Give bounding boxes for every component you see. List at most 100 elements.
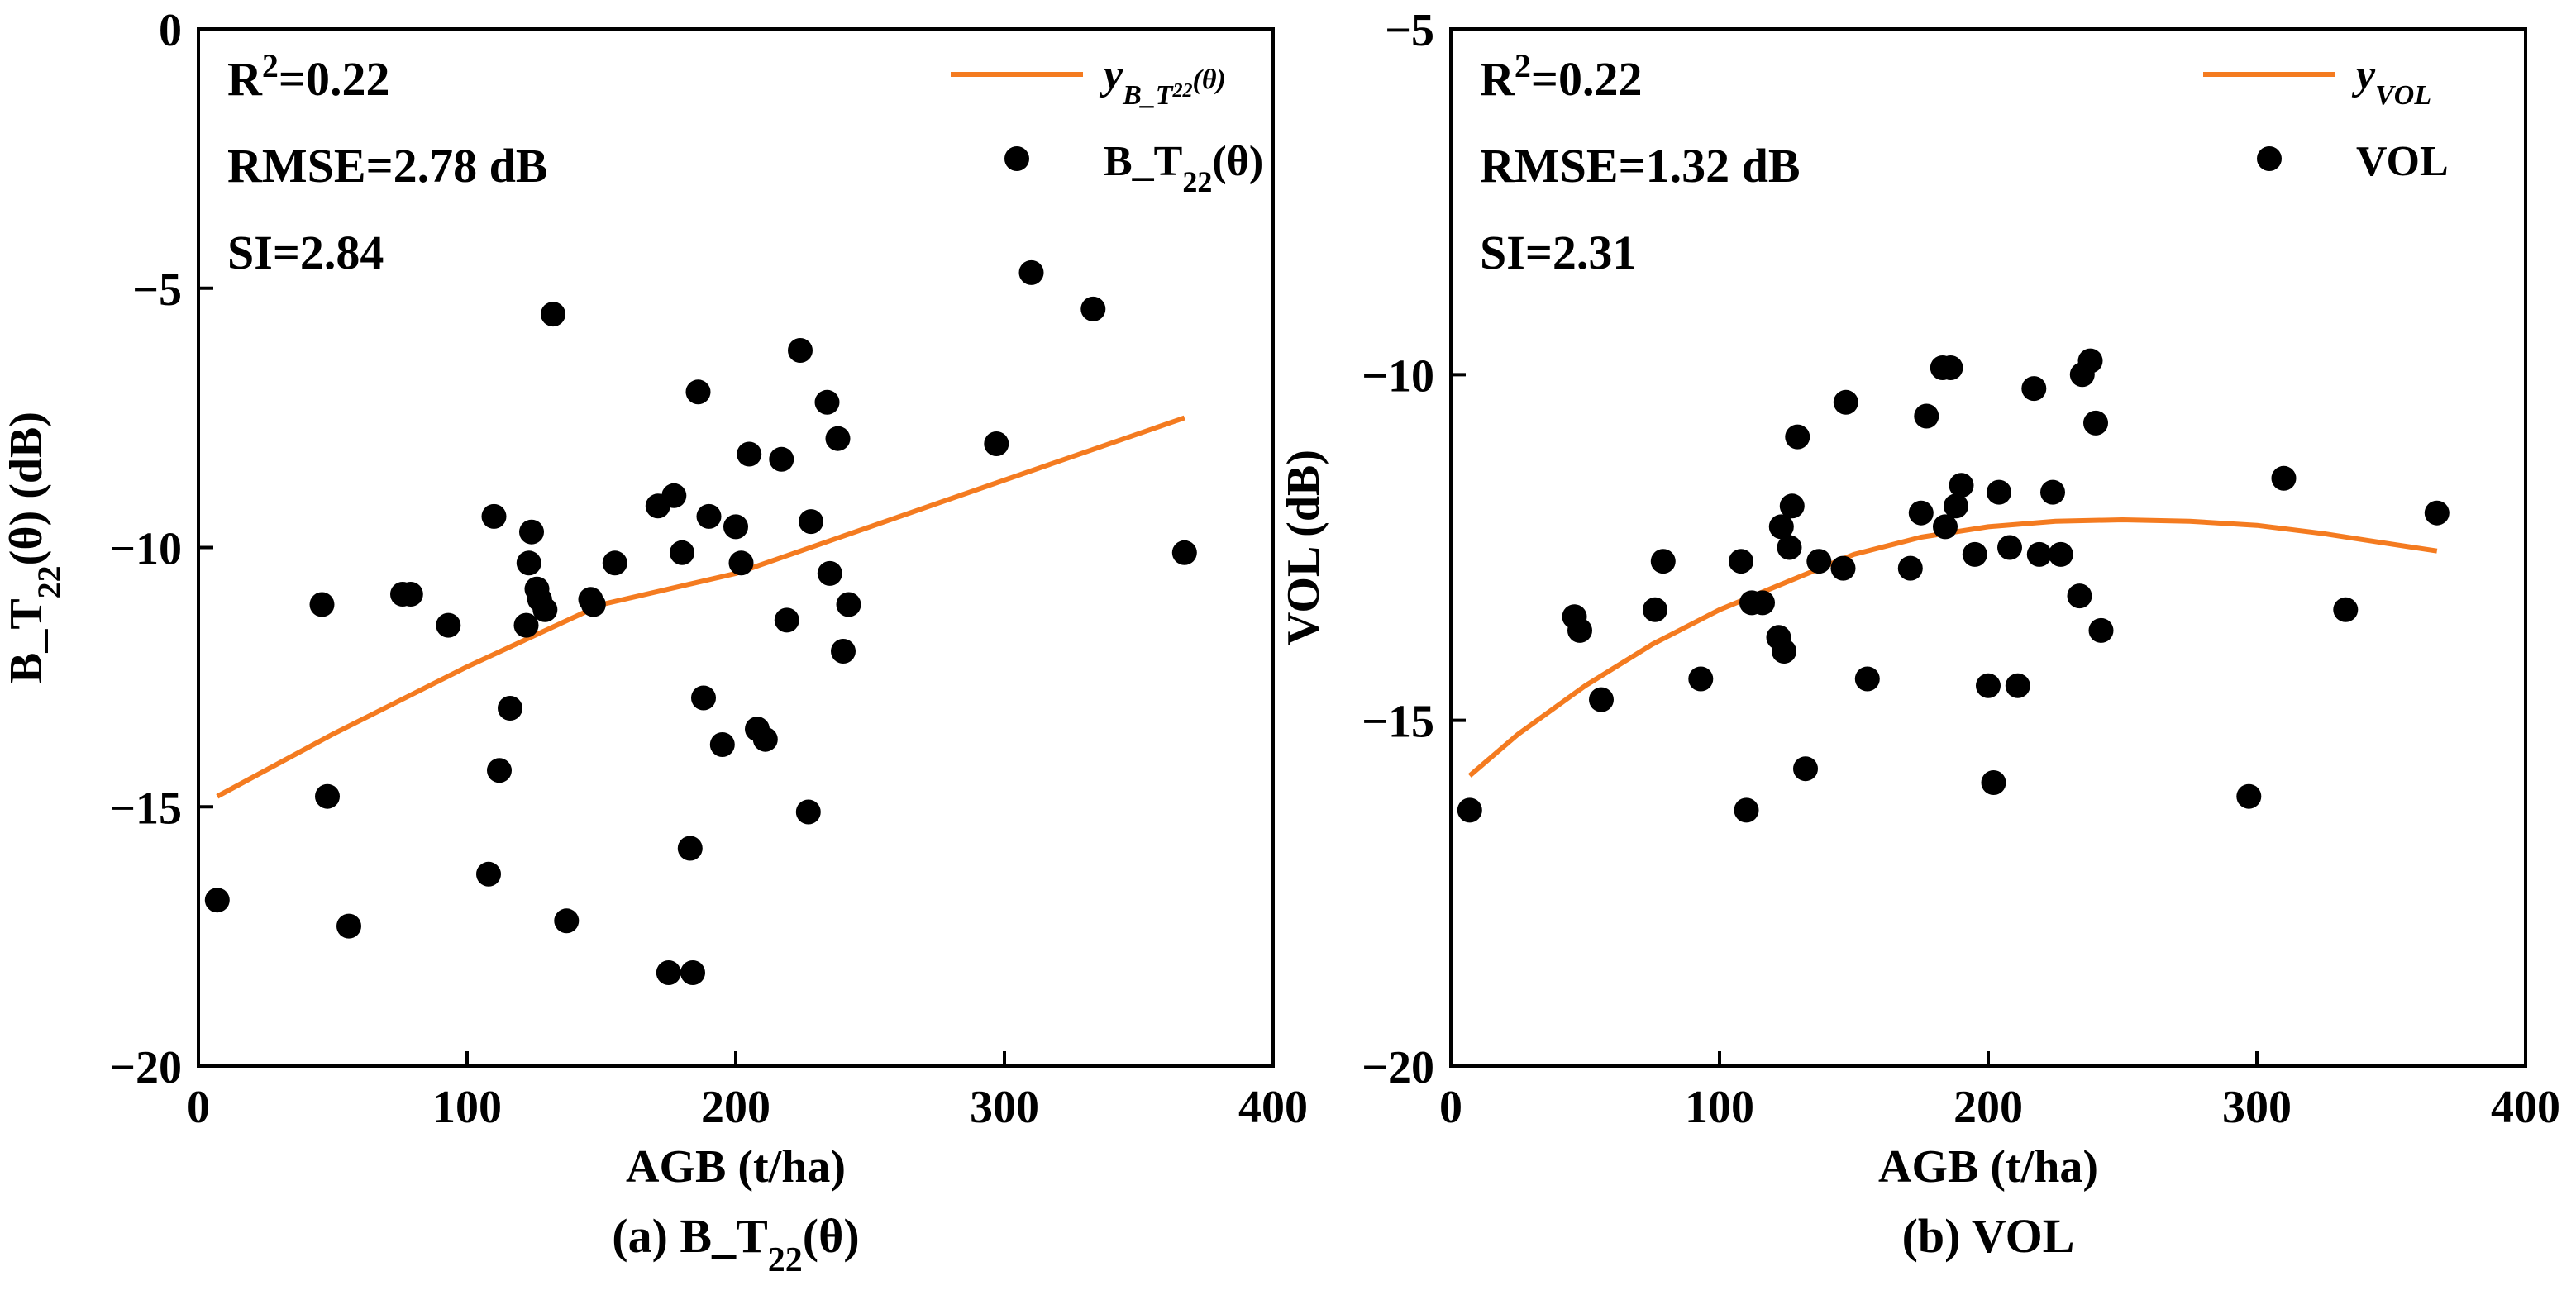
chart-a-si-label: SI=2.84 bbox=[227, 226, 384, 279]
chart-b-data-point bbox=[1779, 493, 1805, 519]
chart-b-xtick-label: 0 bbox=[1439, 1082, 1462, 1133]
chart-a-data-point bbox=[831, 639, 856, 664]
chart-b-data-point bbox=[1938, 355, 1963, 380]
chart-b-xtick-label: 100 bbox=[1685, 1082, 1754, 1133]
chart-b-data-point bbox=[2088, 617, 2114, 643]
chart-b-data-point bbox=[1962, 541, 1987, 567]
chart-b-data-point bbox=[1750, 590, 1775, 616]
chart-a-data-point bbox=[516, 550, 541, 576]
chart-b-data-point bbox=[1933, 514, 1958, 540]
chart-b-data-point bbox=[1981, 770, 2006, 795]
chart-b-ytick-label: −20 bbox=[1362, 1042, 1434, 1093]
chart-a-rmse-label: RMSE=2.78 dB bbox=[227, 139, 548, 193]
chart-a-data-point bbox=[519, 519, 544, 545]
chart-b-xtick-label: 200 bbox=[1953, 1082, 2023, 1133]
chart-b-legend-point-swatch bbox=[2257, 146, 2282, 171]
chart-b-legend-point-label: VOL bbox=[2356, 138, 2449, 185]
chart-b-data-point bbox=[1914, 403, 1939, 429]
chart-a-data-point bbox=[204, 888, 230, 913]
chart-a-ytick-label: −10 bbox=[109, 524, 182, 575]
chart-b-data-point bbox=[2077, 348, 2103, 374]
chart-b-data-point bbox=[1897, 555, 1923, 581]
panel-a: 0 100 200 300 400 0 −5 −10 −15 −20 AGB (t/ha) B_T22… bbox=[1, 5, 1308, 1279]
chart-b-data-point bbox=[1729, 549, 1753, 574]
chart-a-fit-line bbox=[216, 415, 1185, 799]
chart-a-data-point bbox=[336, 913, 361, 939]
chart-a-data-point bbox=[799, 509, 823, 535]
chart-b-data-point bbox=[1650, 549, 1676, 574]
chart-b-data-point bbox=[2236, 783, 2262, 809]
chart-a-data-point bbox=[677, 836, 703, 861]
chart-b-xtick-label: 400 bbox=[2491, 1082, 2560, 1133]
chart-a-data-point bbox=[1080, 296, 1106, 321]
chart-b-data-point bbox=[1734, 797, 1759, 823]
chart-a-ytick-label: −5 bbox=[132, 264, 182, 316]
chart-a-data-point bbox=[602, 550, 627, 576]
chart-a-xtick-label: 100 bbox=[432, 1082, 502, 1133]
chart-b-data-point bbox=[2271, 465, 2297, 491]
chart-b-data-point bbox=[2021, 376, 2047, 402]
chart-a-data-point bbox=[685, 379, 711, 405]
chart-b-data-point bbox=[2026, 541, 2052, 567]
chart-b-data-point bbox=[1944, 493, 1968, 519]
chart-b-data-point bbox=[1854, 666, 1880, 692]
chart-b-data-point bbox=[2083, 410, 2108, 436]
chart-b-legend-line-label: yVOL bbox=[2351, 51, 2431, 111]
chart-a-x-axis-label: AGB (t/ha) bbox=[626, 1141, 846, 1193]
chart-a-caption: (a) B_T22(θ) bbox=[612, 1209, 859, 1279]
chart-a-data-point bbox=[1171, 540, 1197, 565]
chart-a-data-point bbox=[817, 560, 842, 586]
chart-a-data-point bbox=[309, 592, 335, 617]
chart-b-data-point bbox=[1908, 500, 1934, 526]
chart-b-ytick-label: −15 bbox=[1362, 697, 1434, 748]
chart-a-data-point bbox=[814, 389, 840, 415]
chart-b-data-point bbox=[1589, 687, 1614, 712]
chart-b-r2-label: R2=0.22 bbox=[1480, 47, 1642, 107]
chart-a-data-point bbox=[723, 514, 748, 540]
chart-b-fit-line bbox=[1467, 517, 2438, 778]
chart-a-data-point bbox=[691, 685, 716, 711]
chart-b-data-point bbox=[1830, 555, 1856, 581]
chart-b-data-point bbox=[1793, 756, 1818, 782]
chart-b-data-point bbox=[1949, 473, 1974, 498]
chart-a-data-point bbox=[476, 861, 501, 887]
chart-a-data-point bbox=[656, 960, 681, 985]
chart-a-ytick-label: 0 bbox=[159, 5, 182, 56]
chart-a-data-point bbox=[774, 607, 799, 633]
chart-b-data-point bbox=[1976, 673, 2001, 698]
chart-a-xtick-label: 0 bbox=[187, 1082, 210, 1133]
chart-b-data-point bbox=[1833, 389, 1858, 415]
chart-b-data-point bbox=[2333, 597, 2359, 622]
chart-a-data-point bbox=[498, 696, 522, 721]
chart-a-data-point bbox=[984, 431, 1009, 456]
chart-a-data-point bbox=[728, 550, 754, 576]
chart-a-data-point bbox=[554, 908, 580, 934]
chart-b-data-point bbox=[1777, 535, 1802, 560]
chart-a-data-point bbox=[836, 592, 861, 617]
chart-a-data-point bbox=[696, 503, 722, 529]
chart-b-caption: (b) VOL bbox=[1902, 1209, 2075, 1263]
chart-b-si-label: SI=2.31 bbox=[1480, 226, 1636, 279]
chart-a-data-point bbox=[513, 612, 539, 638]
chart-b-x-axis-label: AGB (t/ha) bbox=[1878, 1141, 2098, 1193]
chart-b-data-point bbox=[1785, 424, 1810, 450]
chart-b-xtick-label: 300 bbox=[2222, 1082, 2292, 1133]
chart-a-data-point bbox=[795, 799, 821, 825]
chart-a-data-point bbox=[481, 503, 507, 529]
chart-a-data-point bbox=[709, 732, 735, 757]
chart-b-data-point bbox=[2040, 479, 2065, 505]
chart-b-ytick-label: −5 bbox=[1385, 5, 1434, 56]
chart-b-data-point bbox=[2424, 500, 2450, 526]
chart-a-data-point bbox=[487, 758, 512, 783]
chart-b-data-point bbox=[1457, 797, 1482, 823]
chart-b-data-point bbox=[1987, 479, 2011, 505]
chart-b-rmse-label: RMSE=1.32 dB bbox=[1480, 139, 1801, 193]
chart-a-legend-point-swatch bbox=[1004, 146, 1029, 171]
chart-a-y-axis-label: B_T22(θ) (dB) bbox=[1, 412, 68, 683]
chart-b-data-point bbox=[1567, 617, 1592, 643]
chart-a-ytick-label: −15 bbox=[109, 783, 182, 834]
chart-a-legend-line-label: yB_T22(θ) bbox=[1099, 51, 1226, 111]
chart-a-data-point bbox=[769, 446, 794, 472]
chart-a-data-point bbox=[1018, 259, 1044, 285]
